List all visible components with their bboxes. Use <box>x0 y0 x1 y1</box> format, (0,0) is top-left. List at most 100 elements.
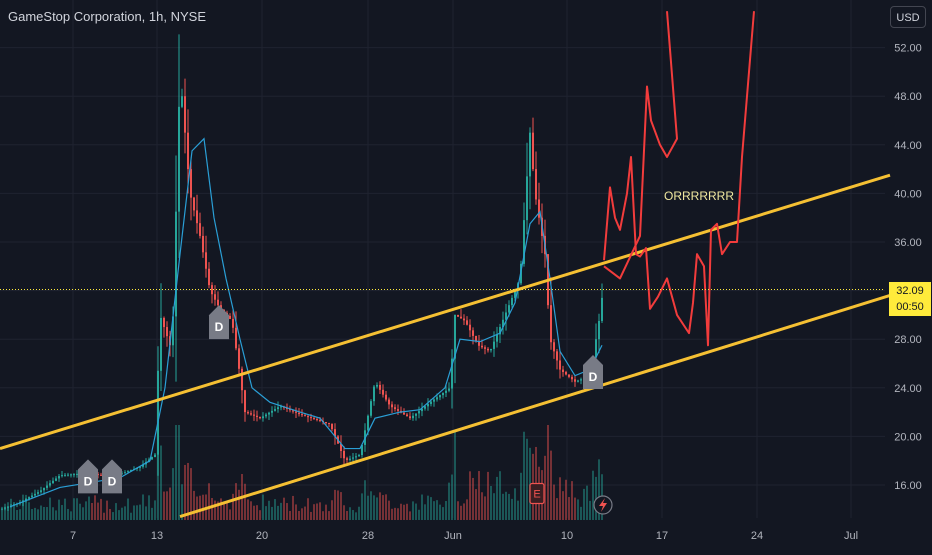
candle-body <box>535 169 537 200</box>
volume-bar <box>358 506 360 520</box>
candle-body <box>64 474 66 476</box>
candle-body <box>244 390 246 413</box>
channel-lower-line <box>179 294 891 519</box>
volume-bar <box>109 509 111 520</box>
candle-body <box>472 330 474 336</box>
dividend-marker-label: D <box>84 474 93 488</box>
candle-body <box>493 341 495 349</box>
x-tick-label: Jun <box>444 530 462 542</box>
candle-body <box>397 409 399 411</box>
volume-bar <box>316 503 318 520</box>
volume-bar <box>55 510 57 520</box>
volume-bar <box>226 501 228 520</box>
event-markers[interactable]: D D D D E <box>78 305 613 515</box>
volume-bar <box>370 491 372 520</box>
candle-body <box>205 252 207 269</box>
volume-bar <box>400 503 402 520</box>
candle-body <box>406 414 408 417</box>
candle-body <box>211 285 213 295</box>
candle-body <box>175 211 177 317</box>
candle-body <box>424 406 426 409</box>
dividend-marker-icon <box>78 459 98 494</box>
volume-bar <box>184 464 186 520</box>
volume-bar <box>568 497 570 520</box>
candle-body <box>550 305 552 343</box>
volume-bar <box>586 485 588 520</box>
volume-bar <box>91 502 93 520</box>
dividend-marker-label: D <box>589 370 598 384</box>
candle-body <box>436 397 438 400</box>
volume-bar <box>250 501 252 520</box>
currency-button[interactable]: USD <box>890 6 926 28</box>
dividend-marker-icon <box>583 354 603 389</box>
candle-body <box>208 268 210 286</box>
candle-body <box>31 495 33 498</box>
volume-bar <box>397 508 399 520</box>
volume-bar <box>328 511 330 520</box>
candle-body <box>274 409 276 411</box>
y-tick-label: 28.00 <box>894 334 922 346</box>
chart-title: GameStop Corporation, 1h, NYSE <box>8 9 206 24</box>
volume-bar <box>334 489 336 520</box>
candle-body <box>67 474 69 476</box>
volume-bar <box>16 509 18 520</box>
volume-bar <box>460 505 462 520</box>
volume-bar <box>445 501 447 520</box>
candle-body <box>421 408 423 412</box>
volume-bar <box>415 503 417 520</box>
volume-bar <box>1 511 3 520</box>
candle-body <box>190 169 192 198</box>
volume-bar <box>481 492 483 520</box>
projection-path <box>603 11 755 347</box>
candle-body <box>172 316 174 346</box>
volume-bar <box>505 491 507 520</box>
drawn-projection[interactable] <box>603 11 755 347</box>
volume-bar <box>313 504 315 520</box>
volume-bar <box>409 511 411 520</box>
time-axis[interactable]: 7 13 20 28 Jun 10 17 24 Jul <box>70 530 858 542</box>
candle-body <box>304 415 306 417</box>
trend-channel[interactable] <box>0 173 891 519</box>
y-tick-label: 24.00 <box>894 383 922 395</box>
candle-body <box>559 360 561 370</box>
candle-body <box>49 483 51 486</box>
volume-bar <box>598 459 600 520</box>
candle-body <box>277 407 279 410</box>
candle-body <box>250 413 252 415</box>
candle-body <box>313 418 315 420</box>
candle-body <box>373 386 375 402</box>
x-tick-label: 20 <box>256 530 268 542</box>
candle-body <box>76 473 78 475</box>
candle-body <box>496 334 498 342</box>
annotation-text[interactable]: ORRRRRRR <box>664 189 734 203</box>
volume-bar <box>82 507 84 520</box>
candle-body <box>511 297 513 306</box>
candle-body <box>181 96 183 107</box>
grid-lines <box>0 0 885 518</box>
volume-bar <box>493 493 495 520</box>
candle-body <box>394 407 396 410</box>
volume-bar <box>166 491 168 520</box>
candle-body <box>526 176 528 221</box>
price-axis[interactable]: 16.0020.0024.0028.0032.0036.0040.0044.00… <box>894 43 922 492</box>
candle-body <box>142 464 144 467</box>
volume-bar <box>199 495 201 520</box>
volume-bar <box>43 506 45 520</box>
volume-bar <box>187 462 189 520</box>
candle-body <box>553 342 555 352</box>
y-tick-label: 44.00 <box>894 140 922 152</box>
candle-body <box>325 421 327 423</box>
candle-body <box>271 410 273 413</box>
candle-body <box>574 379 576 382</box>
candle-body <box>418 411 420 414</box>
volume-bar <box>322 511 324 520</box>
volume-bar <box>331 500 333 520</box>
volume-bar <box>169 487 171 520</box>
candle-body <box>34 493 36 496</box>
candle-body <box>124 472 126 474</box>
volume-bar <box>391 508 393 520</box>
volume-bar <box>454 431 456 520</box>
volume-bar <box>361 493 363 520</box>
